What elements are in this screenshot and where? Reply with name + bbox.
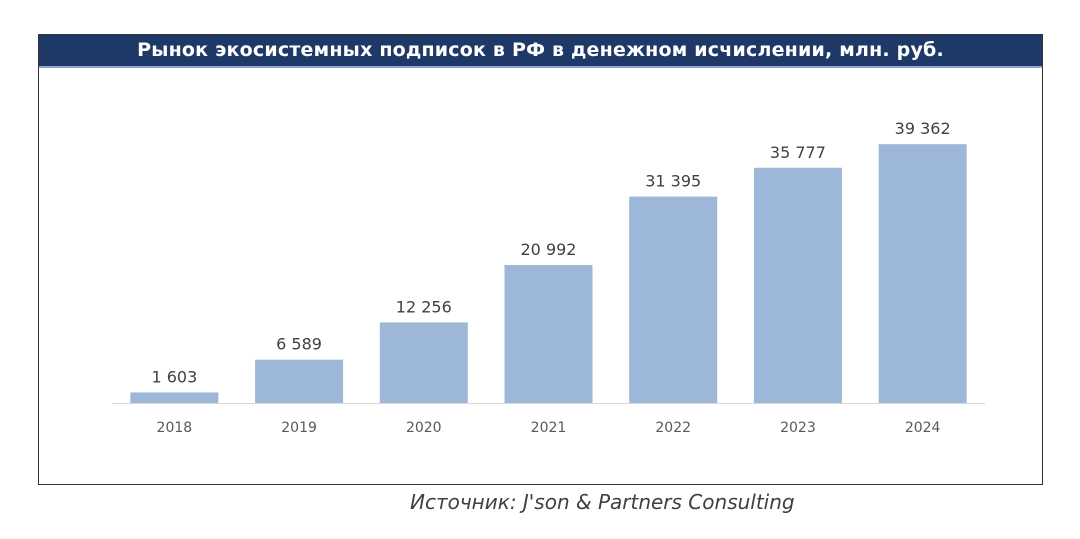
bar-2022 <box>629 196 718 403</box>
source-caption: Источник: J'son & Partners Consulting <box>410 490 795 514</box>
data-label-2022: 31 395 <box>645 172 701 191</box>
bar-2018 <box>130 392 219 403</box>
chart-frame: Рынок экосистемных подписок в РФ в денеж… <box>38 34 1043 485</box>
chart-title: Рынок экосистемных подписок в РФ в денеж… <box>39 35 1042 68</box>
x-tick-label-2018: 2018 <box>157 420 193 436</box>
x-tick-label-2022: 2022 <box>655 420 691 436</box>
bar-2020 <box>379 322 468 403</box>
x-tick-label-2024: 2024 <box>905 420 941 436</box>
x-tick-label-2021: 2021 <box>531 420 567 436</box>
bar-2019 <box>255 359 344 403</box>
data-label-2024: 39 362 <box>895 119 951 138</box>
x-tick-label-2023: 2023 <box>780 420 816 436</box>
x-tick-label-2019: 2019 <box>281 420 317 436</box>
data-label-2021: 20 992 <box>521 240 577 259</box>
x-tick-label-2020: 2020 <box>406 420 442 436</box>
data-label-2020: 12 256 <box>396 297 452 316</box>
data-label-2018: 1 603 <box>151 367 197 386</box>
bar-2024 <box>878 144 967 403</box>
bar-2023 <box>753 167 842 403</box>
bar-2021 <box>504 264 593 403</box>
data-label-2019: 6 589 <box>276 335 322 354</box>
data-label-2023: 35 777 <box>770 143 826 162</box>
